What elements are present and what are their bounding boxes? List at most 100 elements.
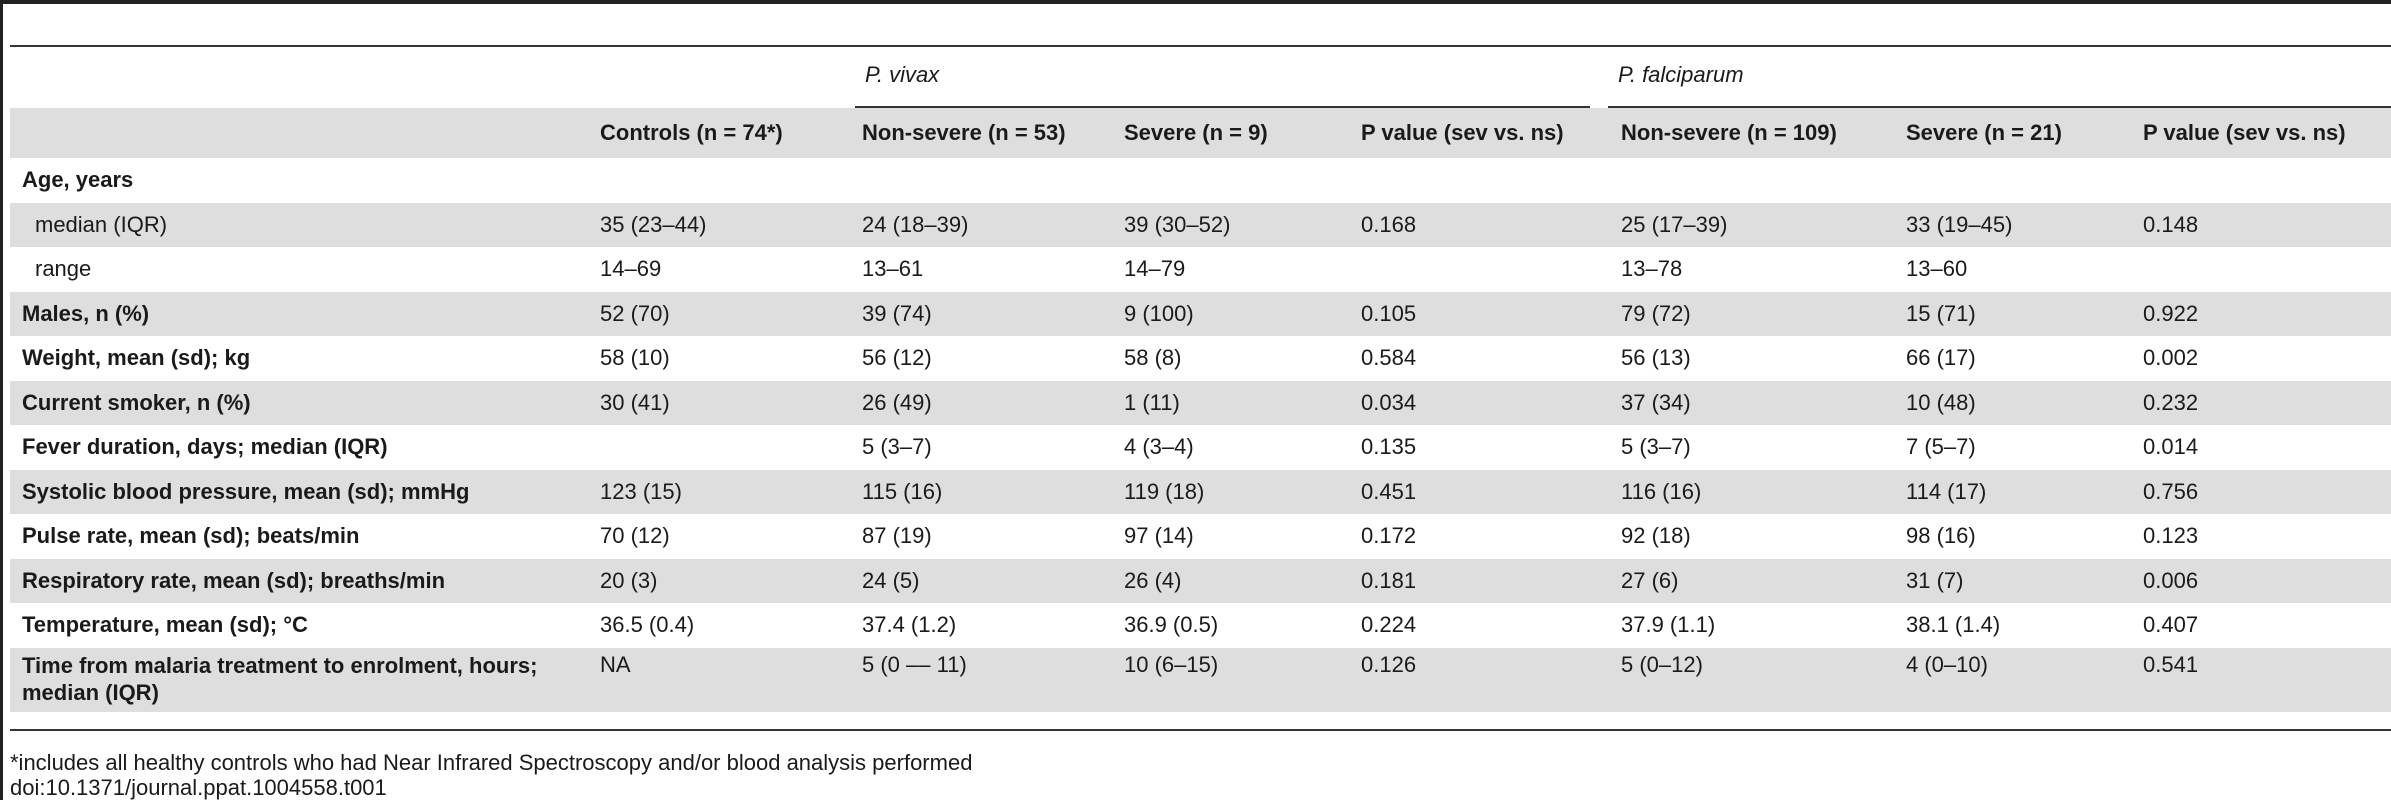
doi-footnote: doi:10.1371/journal.ppat.1004558.t001 [10,775,387,800]
table-cell: 39 (74) [850,291,1112,336]
table-cell: 0.105 [1349,291,1609,336]
table-cell [1112,158,1349,203]
table-cell: 5 (3–7) [862,434,932,460]
table-cell: 27 (6) [1609,558,1894,603]
table-cell: 56 (12) [862,345,932,371]
column-header [10,108,588,158]
table-cell [2131,158,2391,203]
table-cell [588,158,850,203]
table-cell: 56 (13) [1621,345,1691,371]
table-cell: 4 (3–4) [1124,434,1194,460]
table-cell [588,425,850,470]
table-cell: 9 (100) [1112,291,1349,336]
table-row: Fever duration, days; median (IQR) 5 (3–… [10,425,2391,470]
column-header: Severe (n = 21) [1894,108,2131,158]
table-cell: 123 (15) [588,469,850,514]
table-cell: 0.135 [1361,434,1417,460]
table-cell: 98 (16) [1906,523,1976,549]
table-cell: 0.232 [2131,380,2391,425]
row-label: Age, years [22,167,134,193]
table-row: Systolic blood pressure, mean (sd); mmHg… [10,469,2391,514]
column-header: P value (sev vs. ns) [1349,108,1609,158]
row-label: Temperature, mean (sd); °C [22,612,308,638]
table-cell: 37.4 (1.2) [862,612,957,638]
table-row: Pulse rate, mean (sd); beats/min 70 (12)… [10,514,2391,559]
table-cell: 114 (17) [1894,469,2131,514]
table-cell: 25 (17–39) [1609,202,1894,247]
table-cell: 116 (16) [1609,469,1894,514]
table-cell: 38.1 (1.4) [1906,612,2001,638]
table-cell: 13–61 [862,256,924,282]
row-label: Current smoker, n (%) [10,380,588,425]
table-row: range 14–69 13–61 14–79 13–78 13–60 [10,247,2391,292]
table-cell: 58 (8) [1124,345,1182,371]
table-cell: 13–78 [1621,256,1683,282]
table-row: Time from malaria treatment to enrolment… [10,647,2391,712]
table-cell: 58 (10) [600,345,670,371]
column-header: P value (sev vs. ns) [2131,108,2391,158]
table-cell: 37.9 (1.1) [1621,612,1716,638]
table-bottom-rule [10,729,2391,731]
column-header: Severe (n = 9) [1112,108,1349,158]
column-header: Non-severe (n = 53) [850,108,1112,158]
table-cell: 5 (0 –– 11) [850,647,1112,712]
table-cell: 4 (0–10) [1894,647,2131,712]
table-cell [2131,247,2391,292]
table-cell: 5 (0–12) [1609,647,1894,712]
table-cell: 115 (16) [850,469,1112,514]
table-cell: 79 (72) [1609,291,1894,336]
table-cell: 26 (49) [850,380,1112,425]
group-rule-vivax [855,106,1590,108]
row-label: Weight, mean (sd); kg [22,345,251,371]
table-cell: 15 (71) [1894,291,2131,336]
table-cell: 37 (34) [1609,380,1894,425]
table-cell: 0.172 [1361,523,1417,549]
table-cell: 5 (3–7) [1621,434,1691,460]
table-cell: 0.922 [2131,291,2391,336]
table-cell: 92 (18) [1621,523,1691,549]
table-cell: 0.034 [1349,380,1609,425]
row-label: range [35,256,92,282]
table-top-rule [10,45,2391,47]
table-cell: 66 (17) [1906,345,1976,371]
table-cell: 10 (6–15) [1112,647,1349,712]
table-cell: 119 (18) [1112,469,1349,514]
table-cell: 0.407 [2143,612,2199,638]
table-cell: 52 (70) [588,291,850,336]
row-label: Systolic blood pressure, mean (sd); mmHg [10,469,588,514]
table-cell: 0.148 [2131,202,2391,247]
group-header-falciparum: P. falciparum [1618,62,1744,87]
table-cell: 0.126 [1349,647,1609,712]
header-row: Controls (n = 74*) Non-severe (n = 53) S… [10,108,2391,158]
table-cell: NA [588,647,850,712]
row-label: Respiratory rate, mean (sd); breaths/min [10,558,588,603]
table-cell: 0.006 [2131,558,2391,603]
table-cell: 0.014 [2143,434,2199,460]
table-cell: 7 (5–7) [1906,434,1976,460]
table-cell: 35 (23–44) [588,202,850,247]
table-cell: 14–69 [600,256,662,282]
table-cell: 20 (3) [588,558,850,603]
row-label: Fever duration, days; median (IQR) [22,434,388,460]
column-header: Non-severe (n = 109) [1609,108,1894,158]
table-cell [1349,247,1609,292]
data-table: Controls (n = 74*) Non-severe (n = 53) S… [10,108,2391,712]
table-cell: 13–60 [1906,256,1968,282]
row-label: Pulse rate, mean (sd); beats/min [22,523,360,549]
table-cell: 24 (5) [850,558,1112,603]
table-row: Weight, mean (sd); kg 58 (10) 56 (12) 58… [10,336,2391,381]
table-cell [1609,158,1894,203]
table-cell: 0.181 [1349,558,1609,603]
table-cell: 26 (4) [1112,558,1349,603]
table-cell: 0.123 [2143,523,2199,549]
table-cell: 0.584 [1361,345,1417,371]
table-cell: 39 (30–52) [1112,202,1349,247]
table-cell: 30 (41) [588,380,850,425]
table-cell: 31 (7) [1894,558,2131,603]
column-header: Controls (n = 74*) [588,108,850,158]
left-border [0,0,3,800]
table-cell: 14–79 [1124,256,1186,282]
table-cell: 0.451 [1349,469,1609,514]
table-cell: 36.9 (0.5) [1124,612,1219,638]
table-cell: 36.5 (0.4) [600,612,695,638]
